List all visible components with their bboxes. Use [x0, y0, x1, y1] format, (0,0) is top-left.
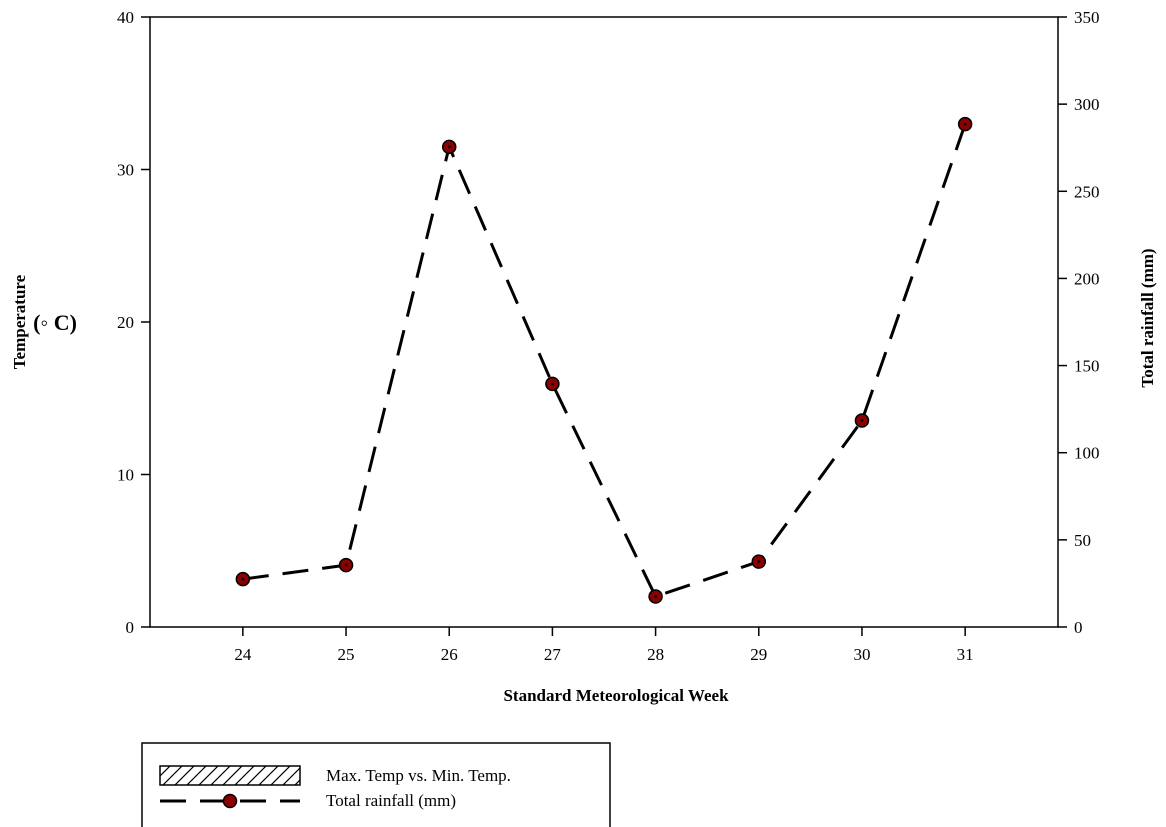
- x-tick-label: 29: [750, 645, 767, 664]
- left-tick-label: 40: [117, 8, 134, 27]
- x-axis-title: Standard Meteorological Week: [503, 686, 729, 705]
- rainfall-point-center: [963, 122, 967, 126]
- left-tick-label: 0: [126, 618, 135, 637]
- right-tick-label: 50: [1074, 531, 1091, 550]
- right-axis-title-group: Total rainfall (mm): [1138, 248, 1157, 387]
- x-tick-label: 30: [853, 645, 870, 664]
- right-tick-label: 350: [1074, 8, 1100, 27]
- x-tick-label: 25: [338, 645, 355, 664]
- right-tick-label: 250: [1074, 182, 1100, 201]
- rainfall-series-line: [242, 123, 967, 599]
- left-axis: 0 10 20 30 40: [117, 8, 150, 637]
- legend-swatch-temp: [159, 765, 301, 786]
- left-tick-label: 10: [117, 466, 134, 485]
- left-axis-title-unit: (◦ C): [33, 310, 77, 335]
- rainfall-point-center: [654, 595, 657, 598]
- left-axis-title-group: Temperature: [10, 274, 29, 369]
- legend-label-rain: Total rainfall (mm): [326, 791, 456, 810]
- rainfall-point-center: [344, 563, 348, 567]
- legend-swatch-rain-marker: [222, 793, 238, 809]
- x-tick-label: 31: [957, 645, 974, 664]
- x-tick-label: 27: [544, 645, 562, 664]
- rainfall-point-center: [447, 145, 451, 149]
- rainfall-point-center: [860, 419, 864, 422]
- x-axis: 24 25 26 27 28 29 30 31: [234, 627, 974, 664]
- left-tick-label: 20: [117, 313, 134, 332]
- right-tick-label: 300: [1074, 95, 1100, 114]
- right-tick-label: 200: [1074, 269, 1100, 288]
- rainfall-series-points: [235, 116, 973, 604]
- rainfall-point-center: [241, 577, 245, 581]
- rainfall-point-center: [757, 560, 761, 564]
- right-tick-label: 150: [1074, 357, 1100, 376]
- left-tick-label: 30: [117, 161, 134, 180]
- legend-label-temp: Max. Temp vs. Min. Temp.: [326, 766, 511, 785]
- left-axis-title: Temperature: [10, 274, 29, 369]
- right-tick-label: 100: [1074, 444, 1100, 463]
- rainfall-point-center: [551, 382, 554, 386]
- x-tick-label: 26: [441, 645, 458, 664]
- plot-frame: [149, 16, 1059, 628]
- x-tick-label: 28: [647, 645, 664, 664]
- right-tick-label: 0: [1074, 618, 1083, 637]
- legend: Max. Temp vs. Min. Temp. Total rainfall …: [141, 742, 611, 827]
- right-axis-title: Total rainfall (mm): [1138, 248, 1157, 387]
- right-axis: 0 50 100 150 200 250 300 350: [1058, 8, 1100, 637]
- x-tick-label: 24: [234, 645, 252, 664]
